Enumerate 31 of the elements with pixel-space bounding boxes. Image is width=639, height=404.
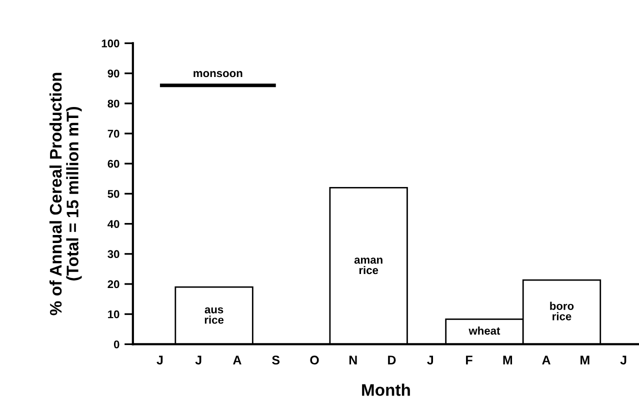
x-axis-title: Month bbox=[362, 384, 410, 396]
annotation: aman rice bbox=[354, 258, 382, 274]
y-tick-label: 40 bbox=[108, 220, 120, 228]
annotation: boro rice bbox=[550, 302, 574, 320]
annotation: aus rice bbox=[204, 307, 224, 324]
x-tick-label: S bbox=[272, 356, 280, 364]
annotation: wheat bbox=[468, 326, 500, 335]
y-axis-title: % of Annual Cereal Production (Total = 15 million mT) bbox=[49, 72, 82, 316]
y-tick-label: 50 bbox=[108, 190, 120, 198]
x-tick-label: J bbox=[156, 356, 163, 364]
x-tick-label: D bbox=[388, 356, 396, 364]
y-tick-label: 30 bbox=[108, 250, 120, 258]
y-tick-label: 80 bbox=[108, 100, 120, 108]
y-tick-label: 90 bbox=[108, 70, 120, 78]
y-tick-label: 0 bbox=[114, 340, 120, 348]
y-tick-label: 70 bbox=[108, 130, 120, 138]
x-tick-label: O bbox=[310, 356, 319, 364]
x-tick-label: A bbox=[542, 356, 550, 364]
x-tick-label: J bbox=[427, 356, 434, 364]
x-tick-label: F bbox=[466, 356, 472, 364]
y-tick-label: 100 bbox=[102, 39, 120, 48]
x-tick-label: J bbox=[195, 356, 202, 364]
x-tick-label: M bbox=[503, 356, 512, 364]
x-tick-label: M bbox=[580, 356, 590, 364]
series-label: monsoon bbox=[194, 71, 242, 78]
x-tick-label: A bbox=[233, 356, 242, 364]
y-tick-label: 60 bbox=[108, 160, 120, 168]
x-tick-label: J bbox=[620, 356, 626, 364]
y-tick-label: 20 bbox=[108, 280, 120, 288]
x-tick-label: N bbox=[349, 356, 357, 364]
y-tick-label: 10 bbox=[108, 310, 120, 318]
